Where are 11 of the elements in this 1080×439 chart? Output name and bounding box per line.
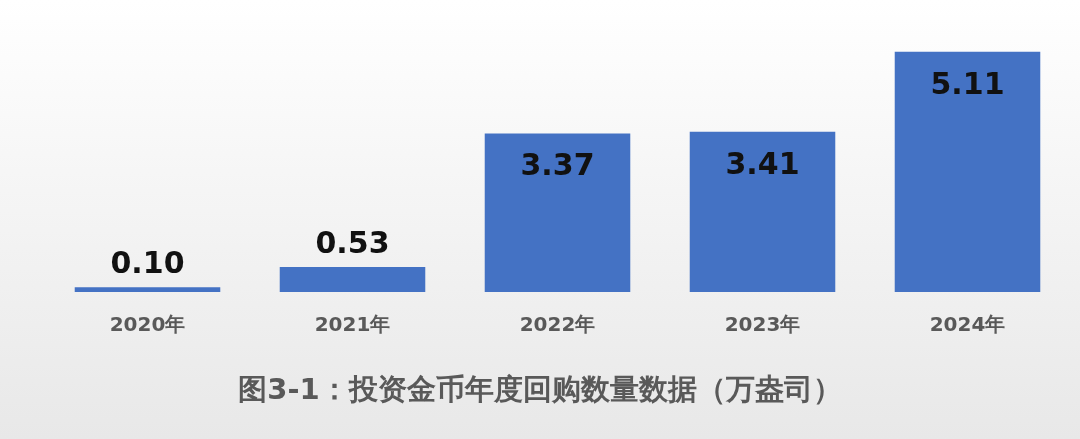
text: 图3-1：投资金币年度回购数量数据（万盎司） <box>237 371 843 408</box>
data-label: 3.41 <box>725 145 800 181</box>
x-tick-label: 2023年 <box>724 312 801 337</box>
x-tick-label: 2021年 <box>314 312 391 337</box>
x-tick-label: 2024年 <box>929 312 1006 337</box>
x-tick-label: 2020年 <box>109 312 186 337</box>
data-label: 5.11 <box>930 65 1005 101</box>
data-label: 0.53 <box>315 224 390 260</box>
data-label: 0.10 <box>110 245 185 281</box>
x-tick-label: 2022年 <box>519 312 596 337</box>
data-label: 3.37 <box>520 147 595 183</box>
